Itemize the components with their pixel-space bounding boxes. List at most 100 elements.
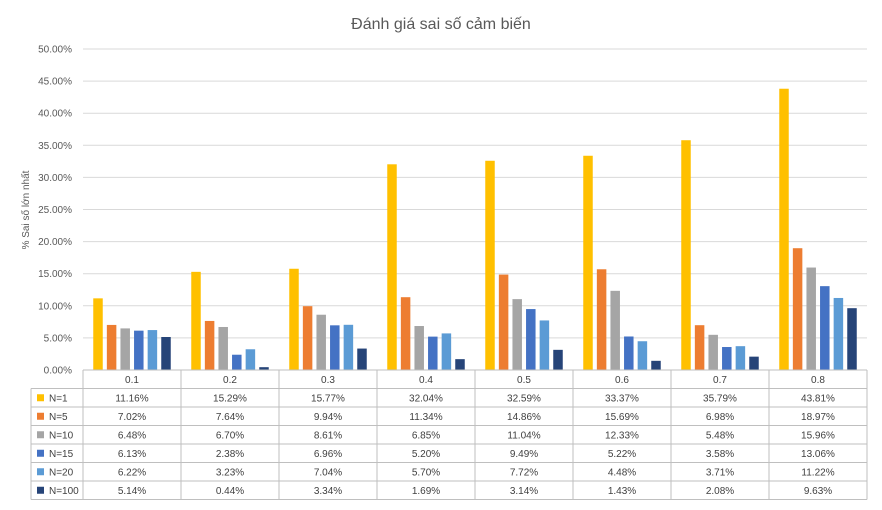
data-table: 0.1 0.2 0.3 0.4 0.5 0.6 0.7 0.8 N=1 11.16% 15.29% 1… [30, 369, 868, 500]
y-tick-label: 10.00% [38, 301, 72, 312]
y-tick-label: 45.00% [38, 77, 72, 88]
data-label: 3.58% [706, 449, 734, 460]
data-label: 33.37% [605, 394, 639, 405]
data-label: 3.34% [314, 486, 342, 497]
x-tick-label: 0.8 [811, 375, 825, 386]
data-label: 18.97% [801, 412, 835, 423]
bar-series [93, 88, 857, 371]
bar [357, 348, 367, 370]
data-label: 6.70% [216, 431, 244, 442]
chart-title: Đánh giá sai số cảm biến [351, 16, 531, 33]
bar [820, 286, 830, 370]
data-label: 5.70% [412, 468, 440, 479]
data-label: 15.96% [801, 431, 835, 442]
y-axis-label: % Sai số lớn nhất [20, 170, 32, 249]
bar [218, 326, 228, 370]
data-label: 5.22% [608, 449, 636, 460]
data-label: 1.43% [608, 486, 636, 497]
bar [779, 88, 789, 371]
bar [134, 330, 144, 370]
data-label: 11.04% [507, 431, 540, 442]
data-label: 0.44% [216, 486, 244, 497]
data-label: 6.85% [412, 431, 440, 442]
bar [387, 164, 397, 370]
y-axis-ticks: 0.00% 5.00% 10.00% 15.00% 20.00% 25.00% 30.00%… [38, 45, 72, 377]
data-label: 4.48% [608, 468, 636, 479]
bar [343, 324, 354, 370]
data-label: 13.06% [801, 449, 835, 460]
data-label: 6.98% [706, 412, 734, 423]
bar [637, 341, 648, 370]
y-tick-label: 35.00% [38, 141, 72, 152]
data-label: 32.04% [409, 394, 443, 405]
bar [847, 308, 857, 370]
bar [583, 155, 593, 370]
bar [441, 333, 452, 370]
bar [553, 349, 563, 370]
data-label: 9.49% [510, 449, 538, 460]
bar [245, 349, 256, 370]
y-tick-label: 0.00% [44, 366, 72, 377]
data-label: 7.04% [314, 468, 342, 479]
legend-key [37, 468, 44, 476]
bar [161, 337, 171, 370]
bar [455, 359, 465, 370]
data-label: 9.94% [314, 412, 342, 423]
bar [833, 297, 844, 370]
bar [681, 140, 691, 370]
bar [93, 298, 103, 370]
x-tick-label: 0.6 [615, 375, 629, 386]
y-tick-label: 25.00% [38, 205, 72, 216]
data-label: 6.48% [118, 431, 146, 442]
data-label: 3.71% [706, 468, 734, 479]
y-tick-label: 20.00% [38, 237, 72, 248]
y-tick-label: 50.00% [38, 45, 72, 56]
bar [792, 248, 803, 370]
data-label: 6.13% [118, 449, 146, 460]
data-label: 12.33% [605, 431, 639, 442]
legend-key [37, 449, 44, 457]
data-label: 15.77% [311, 394, 345, 405]
bar [651, 360, 661, 370]
bar [191, 271, 201, 370]
bar [539, 320, 550, 370]
bar [330, 325, 340, 370]
data-label: 6.96% [314, 449, 342, 460]
data-label: 15.69% [605, 412, 639, 423]
y-tick-label: 5.00% [44, 333, 72, 344]
data-label: 5.20% [412, 449, 440, 460]
data-label: 8.61% [314, 431, 342, 442]
bar [526, 309, 536, 370]
data-label: 43.81% [801, 394, 835, 405]
data-label: 3.14% [510, 486, 538, 497]
data-label: 2.38% [216, 449, 244, 460]
bar [512, 299, 522, 370]
x-tick-label: 0.4 [419, 375, 433, 386]
bar [302, 306, 313, 370]
bar [624, 336, 634, 370]
legend-label: N=100 [49, 486, 79, 497]
legend-label: N=1 [49, 394, 68, 405]
data-label: 35.79% [703, 394, 737, 405]
bar [749, 356, 759, 370]
legend-key [37, 431, 44, 439]
bar [722, 347, 732, 370]
legend-key [37, 394, 44, 402]
bar [428, 336, 438, 370]
bar [147, 330, 158, 370]
data-label: 2.08% [706, 486, 734, 497]
data-label: 11.22% [801, 468, 834, 479]
legend-key [37, 486, 44, 494]
data-label: 11.16% [115, 394, 148, 405]
x-tick-label: 0.5 [517, 375, 531, 386]
data-label: 15.29% [213, 394, 247, 405]
data-label: 7.64% [216, 412, 244, 423]
y-tick-label: 30.00% [38, 173, 72, 184]
data-label: 3.23% [216, 468, 244, 479]
bar [735, 346, 746, 370]
legend-label: N=15 [49, 449, 74, 460]
bar [400, 297, 411, 370]
data-label: 32.59% [507, 394, 541, 405]
bar [694, 325, 705, 370]
bar [708, 334, 718, 370]
